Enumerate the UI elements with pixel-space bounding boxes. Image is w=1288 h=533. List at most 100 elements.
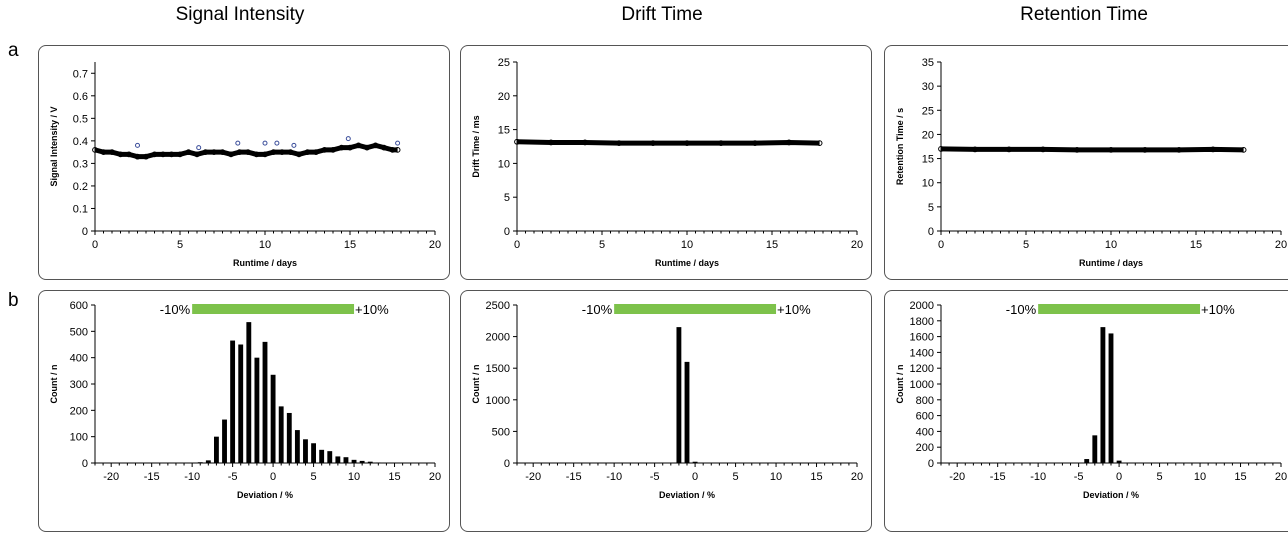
x-axis-label: Runtime / days <box>1079 258 1143 268</box>
y-tick-label: 600 <box>70 300 88 312</box>
tolerance-high-label: +10% <box>355 302 389 317</box>
x-tick-label: 5 <box>733 471 739 483</box>
y-tick-label: 0.5 <box>73 113 88 125</box>
y-axis-label: Count / n <box>471 365 481 404</box>
x-tick-label: 15 <box>766 239 778 251</box>
data-point <box>109 149 115 156</box>
y-tick-label: 35 <box>922 57 934 69</box>
y-tick-label: 0 <box>504 458 510 470</box>
y-tick-label: 0.2 <box>73 181 88 193</box>
y-tick-label: 1000 <box>910 379 934 391</box>
data-point <box>279 149 285 156</box>
outlier-point <box>274 140 280 146</box>
data-point <box>168 151 175 158</box>
chart-b-retention-time: 0200400600800100012001400160018002000-20… <box>895 300 1287 500</box>
x-tick-label: -15 <box>566 471 582 483</box>
histogram-bar <box>359 460 365 463</box>
data-point <box>194 151 200 158</box>
x-axis-label: Deviation / % <box>659 490 715 500</box>
histogram-bar <box>286 412 292 463</box>
histogram-bar <box>205 460 211 463</box>
histogram-bar <box>262 341 268 463</box>
x-tick-label: 15 <box>388 471 400 483</box>
tolerance-bar <box>192 304 355 314</box>
tolerance-bar <box>1038 304 1201 314</box>
x-tick-label: 10 <box>681 239 693 251</box>
histogram-bar <box>1108 333 1114 463</box>
histogram-bar <box>294 430 300 463</box>
panel-a-drift-time: 0 5 10 15 20 25 0 5 10 15 20 Runtime / days Drift Ti… <box>460 45 872 280</box>
y-tick-label: 1500 <box>486 363 510 375</box>
y-tick-label: 5 <box>504 192 510 204</box>
data-point <box>270 149 277 156</box>
y-tick-label: 500 <box>70 326 88 338</box>
chart-a-drift-time: 0 5 10 15 20 25 0 5 10 15 20 Runtime / days Drift Ti… <box>471 57 863 268</box>
histogram-bar <box>684 361 690 463</box>
y-tick-label: 10 <box>922 178 934 190</box>
data-point <box>938 146 944 152</box>
chart-b-drift-time: 0 500 1000 1500 2000 2500 -20 -15 -10 -5 0 5 10 15 20 D… <box>471 300 863 500</box>
data-point <box>177 151 183 158</box>
y-tick-label: 5 <box>928 202 934 214</box>
data-point <box>355 142 362 149</box>
column-title-drift-time: Drift Time <box>621 4 703 25</box>
data-point <box>1108 146 1114 153</box>
y-tick-label: 0.4 <box>73 136 88 148</box>
x-axis-label: Deviation / % <box>1083 490 1139 500</box>
histogram-bar <box>238 344 244 463</box>
data-point <box>1176 146 1182 153</box>
data-point <box>134 153 141 160</box>
y-axis-label: Count / n <box>49 365 59 404</box>
data-point <box>1240 146 1247 153</box>
y-tick-label: 30 <box>922 81 934 93</box>
histogram-bar <box>367 461 373 463</box>
tolerance-low-label: -10% <box>1006 302 1037 317</box>
data-point <box>616 140 622 147</box>
y-tick-label: 25 <box>922 105 934 117</box>
data-point <box>219 149 226 156</box>
y-tick-label: 400 <box>70 353 88 365</box>
panel-b-retention-time: 0 200 400 600 800 1000 1200 1400 1600 1800 2000 -20… <box>884 290 1288 532</box>
y-tick-label: 1800 <box>910 316 934 328</box>
y-tick-label: 25 <box>498 57 510 69</box>
histogram-bar <box>270 374 276 463</box>
data-point <box>684 140 690 147</box>
panel-b-drift-time: 0 500 1000 1500 2000 2500 -20 -15 -10 -5 0 5 10 15 20 D… <box>460 290 872 532</box>
x-tick-label: 20 <box>851 239 863 251</box>
y-tick-label: 2500 <box>486 300 510 312</box>
x-tick-label: 10 <box>770 471 782 483</box>
data-point <box>126 151 132 158</box>
histogram-bar <box>692 461 698 463</box>
panel-b-signal-intensity: 0 100 200 300 400 500 600 -20 -15 -10 -5 0 5 10 15 20 De… <box>38 290 450 532</box>
histogram-bar <box>1084 459 1090 463</box>
data-point <box>100 149 107 156</box>
histogram-bar <box>1092 435 1098 463</box>
data-point <box>236 149 243 156</box>
histogram-bar <box>327 451 333 463</box>
y-tick-label: 200 <box>70 405 88 417</box>
x-tick-label: 15 <box>1234 471 1246 483</box>
data-point <box>330 146 336 153</box>
x-tick-label: -5 <box>228 471 238 483</box>
x-tick-label: 10 <box>1194 471 1206 483</box>
data-point <box>1142 146 1148 153</box>
data-point <box>92 146 98 153</box>
x-axis-label: Runtime / days <box>655 258 719 268</box>
histogram-bar <box>230 340 236 463</box>
x-tick-label: 20 <box>1275 471 1287 483</box>
y-tick-label: 200 <box>916 442 934 454</box>
histogram-bar <box>311 443 316 463</box>
histogram-bar <box>343 457 349 463</box>
histogram-bar <box>303 439 308 463</box>
column-title-retention-time: Retention Time <box>1020 4 1148 25</box>
outlier-point <box>135 142 140 148</box>
y-tick-label: 0 <box>82 226 88 238</box>
data-point <box>972 146 978 153</box>
row-label-a: a <box>8 40 19 61</box>
x-tick-label: 15 <box>1190 239 1202 251</box>
x-tick-label: -15 <box>990 471 1006 483</box>
data-point <box>211 149 217 156</box>
outlier-point <box>196 145 202 151</box>
data-point <box>548 139 554 146</box>
y-tick-label: 2000 <box>486 332 510 344</box>
